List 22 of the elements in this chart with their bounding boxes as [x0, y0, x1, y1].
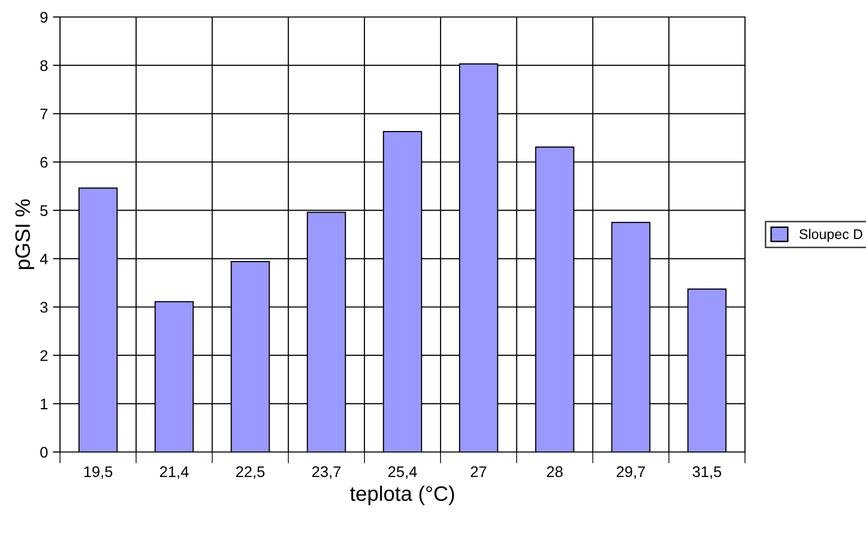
- y-tick-label: 2: [40, 350, 48, 361]
- y-tick-label: 1: [40, 398, 48, 410]
- x-tick-label: 23,7: [312, 466, 340, 479]
- x-tick-label: 27: [470, 466, 486, 477]
- y-axis-title: pGSI %: [15, 199, 34, 270]
- y-tick-label: 3: [40, 302, 48, 313]
- x-tick-label: 29,7: [616, 466, 645, 479]
- x-tick-label: 25,4: [388, 466, 417, 479]
- x-tick-label: 22,5: [236, 466, 265, 479]
- x-tick-label: 28: [546, 466, 563, 478]
- y-tick-label: 0: [40, 446, 48, 458]
- x-tick-label: 21,4: [160, 466, 189, 479]
- x-tick-label: 19,5: [84, 466, 112, 479]
- y-tick-label: 6: [40, 156, 48, 168]
- x-axis-title: teplota (°C): [350, 486, 454, 506]
- y-tick-label: 4: [40, 254, 48, 264]
- y-tick-label: 7: [40, 108, 48, 120]
- x-tick-label: 31,5: [692, 466, 722, 479]
- y-tick-label: 5: [40, 205, 48, 216]
- y-tick-label: 9: [40, 12, 48, 23]
- y-tick-label: 8: [40, 60, 48, 72]
- legend-label: Sloupec D: [800, 228, 862, 242]
